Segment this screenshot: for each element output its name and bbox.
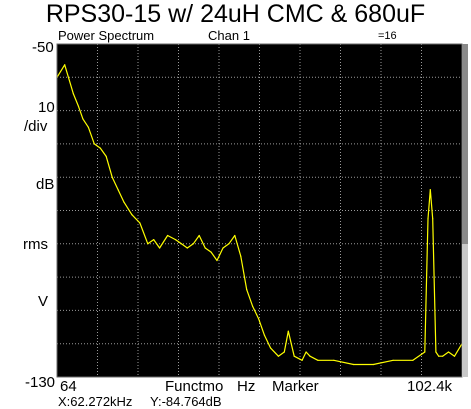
data-point	[412, 359, 414, 361]
mode-label: Power Spectrum	[58, 28, 154, 43]
data-point	[453, 355, 456, 357]
chart-title: RPS30-15 w/ 24uH CMC & 680uF	[45, 0, 426, 28]
scale-label: 10	[38, 99, 55, 116]
cursor-y-readout: Y:-84.764dB	[150, 394, 222, 409]
data-point	[131, 214, 133, 216]
data-point	[198, 234, 200, 237]
x-end-label: 102.4k	[407, 378, 453, 395]
data-point	[317, 359, 319, 361]
data-point	[447, 351, 450, 353]
data-point	[174, 239, 177, 241]
data-point	[258, 318, 260, 320]
series-line	[56, 64, 463, 366]
data-point	[442, 355, 444, 357]
data-point	[240, 255, 242, 257]
data-point	[277, 355, 279, 357]
data-point	[372, 363, 374, 366]
unit-db-label: dB	[36, 176, 54, 193]
data-point	[186, 247, 188, 249]
y-bottom-label: -130	[25, 374, 55, 391]
data-point	[222, 247, 224, 249]
marker-label: Marker	[272, 378, 319, 395]
data-point	[159, 247, 161, 249]
data-point	[117, 189, 119, 191]
data-point	[123, 201, 125, 203]
data-point	[333, 359, 335, 361]
data-point	[427, 218, 429, 220]
average-label: =16	[378, 30, 397, 42]
data-point	[293, 355, 295, 357]
data-point	[105, 155, 107, 157]
channel-label: Chan 1	[208, 28, 250, 43]
data-point	[77, 105, 80, 107]
data-point	[301, 359, 303, 361]
y-top-label: -50	[32, 39, 54, 56]
data-point	[435, 351, 437, 353]
data-point	[269, 347, 272, 349]
data-point	[72, 93, 74, 95]
unit-v-label: V	[38, 293, 48, 310]
data-point	[153, 239, 155, 241]
data-point	[309, 355, 311, 357]
data-point	[210, 251, 212, 253]
function-unit-label: Hz	[237, 378, 255, 395]
data-point	[252, 305, 254, 307]
data-point	[283, 351, 285, 353]
data-point	[305, 351, 307, 353]
data-point	[287, 330, 289, 332]
right-scrollbar-thumb[interactable]	[462, 44, 468, 244]
data-point	[93, 143, 95, 145]
data-point	[246, 289, 248, 291]
data-point	[216, 259, 218, 262]
data-point	[111, 176, 113, 178]
cursor-x-readout: X:62.272kHz	[58, 394, 132, 409]
data-point	[263, 334, 266, 336]
data-point	[87, 126, 89, 128]
data-point	[438, 355, 440, 357]
function-label: Functmo	[165, 378, 223, 395]
data-point	[432, 218, 434, 220]
data-point	[192, 243, 194, 245]
data-point	[167, 234, 169, 237]
data-point	[424, 351, 426, 353]
data-point	[204, 247, 206, 249]
data-point	[82, 118, 84, 120]
x-start-label: 64	[60, 378, 77, 395]
data-point	[234, 234, 236, 237]
data-point	[180, 243, 182, 245]
data-point	[392, 359, 394, 361]
data-point	[147, 243, 149, 245]
data-point	[99, 147, 101, 149]
data-point	[139, 222, 141, 224]
data-point	[64, 64, 66, 66]
data-point	[429, 189, 431, 191]
data-point	[353, 363, 355, 366]
data-point	[228, 243, 230, 245]
unit-rms-label: rms	[23, 236, 48, 253]
scale-unit-label: /div	[24, 118, 48, 135]
